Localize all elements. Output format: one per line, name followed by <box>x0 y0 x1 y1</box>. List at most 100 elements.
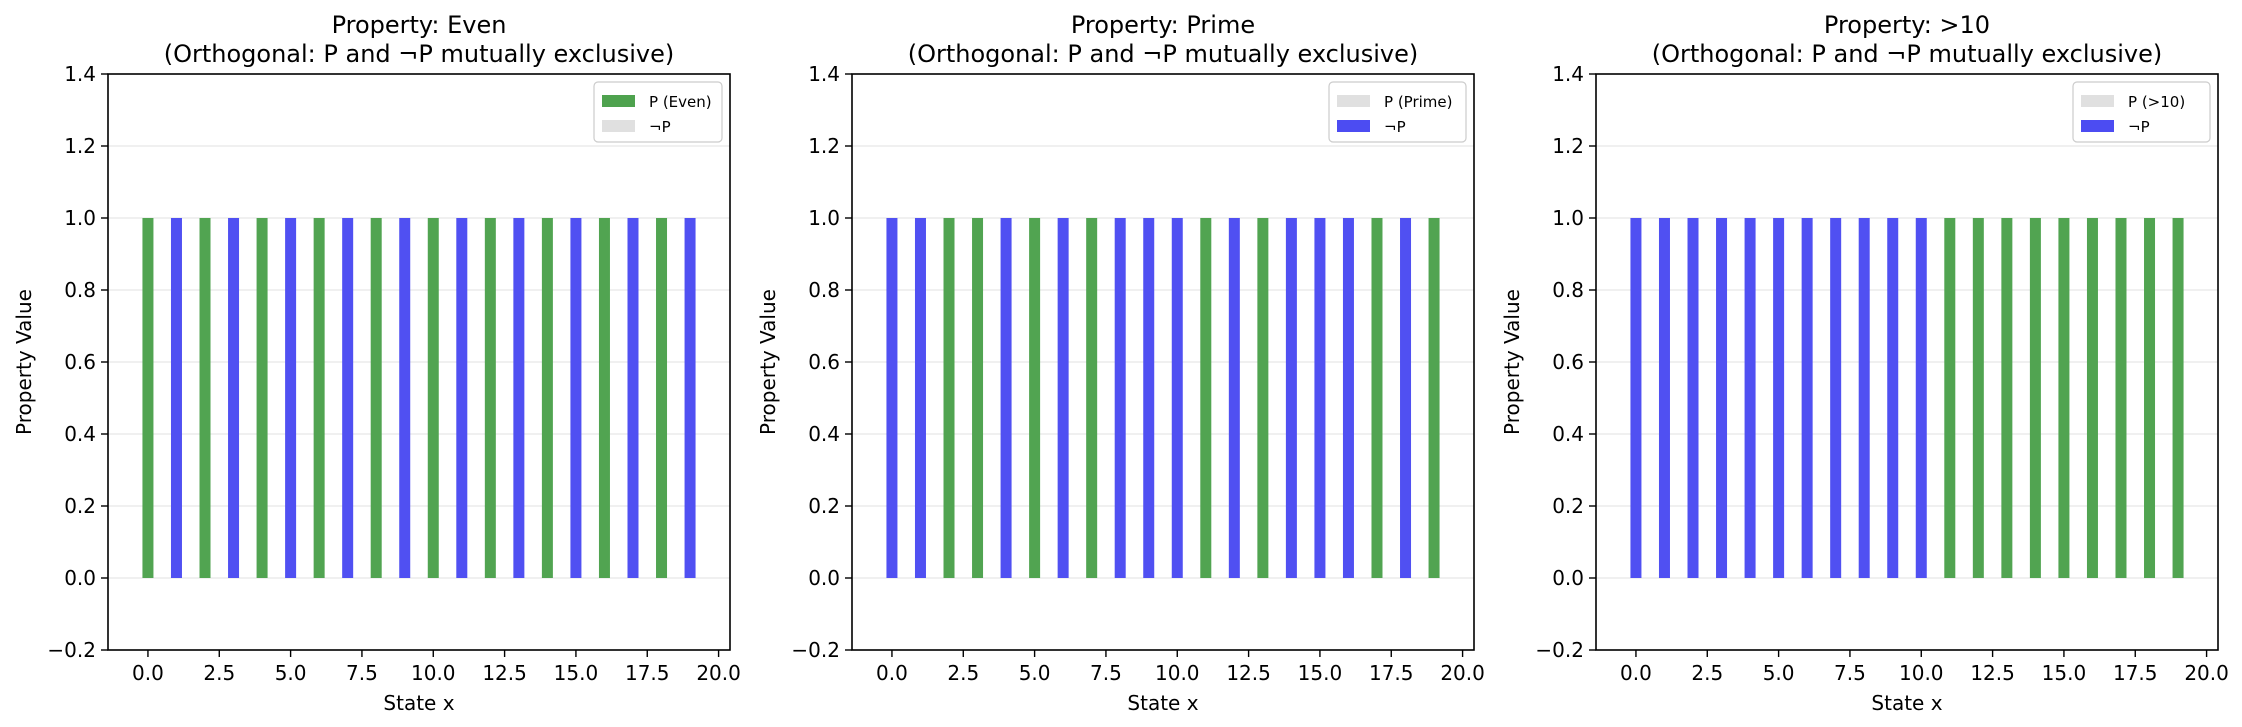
x-tick-label: 7.5 <box>346 661 378 685</box>
bar-p <box>1428 218 1440 578</box>
chart-subtitle: (Orthogonal: P and ¬P mutually exclusive… <box>908 40 1419 68</box>
bar-p <box>1944 218 1956 578</box>
bar-not-p <box>1744 218 1756 578</box>
x-tick-label: 17.5 <box>1369 661 1414 685</box>
y-tick-label: −0.2 <box>1535 638 1584 662</box>
y-axis-label: Property Value <box>12 289 36 435</box>
legend-label: ¬P <box>2128 118 2150 136</box>
legend-label: P (Prime) <box>1384 93 1452 111</box>
bar-p <box>427 218 439 578</box>
y-tick-label: 1.0 <box>64 206 96 230</box>
y-tick-label: 0.4 <box>1552 422 1584 446</box>
bar-not-p <box>1228 218 1240 578</box>
legend-label: ¬P <box>649 118 671 136</box>
bar-not-p <box>627 218 639 578</box>
bar-not-p <box>1687 218 1699 578</box>
bar-p <box>2115 218 2127 578</box>
bar-not-p <box>1716 218 1728 578</box>
legend: P (Even) ¬P <box>593 81 723 143</box>
bar-p <box>2086 218 2098 578</box>
bar-p <box>1086 218 1098 578</box>
bar-not-p <box>1801 218 1813 578</box>
bar-p <box>256 218 268 578</box>
bar-p <box>2029 218 2041 578</box>
bar-not-p <box>914 218 926 578</box>
x-tick-label: 5.0 <box>1763 661 1795 685</box>
bar-not-p <box>1114 218 1126 578</box>
legend-swatch <box>2081 120 2114 132</box>
bar-not-p <box>886 218 898 578</box>
bar-not-p <box>1658 218 1670 578</box>
y-tick-label: 1.4 <box>808 62 840 86</box>
x-tick-label: 20.0 <box>2184 661 2229 685</box>
x-tick-label: 10.0 <box>1899 661 1944 685</box>
y-tick-label: 1.2 <box>808 134 840 158</box>
bar-not-p <box>1314 218 1326 578</box>
y-tick-label: 0.0 <box>64 566 96 590</box>
x-tick-label: 0.0 <box>876 661 908 685</box>
y-tick-label: 0.2 <box>64 494 96 518</box>
bar-p <box>313 218 325 578</box>
y-tick-label: 0.6 <box>64 350 96 374</box>
bar-p <box>370 218 382 578</box>
chart-title: Property: >10 <box>1824 11 1990 39</box>
y-tick-label: 1.2 <box>1552 134 1584 158</box>
x-tick-label: 10.0 <box>411 661 456 685</box>
bar-p <box>541 218 553 578</box>
y-tick-label: 0.0 <box>808 566 840 590</box>
bar-p <box>1257 218 1269 578</box>
bar-p <box>199 218 211 578</box>
x-tick-label: 17.5 <box>2113 661 2158 685</box>
y-tick-label: 0.8 <box>64 278 96 302</box>
legend: P (>10) ¬P <box>2072 81 2211 143</box>
bar-not-p <box>1342 218 1354 578</box>
chart-panel-2: −0.2 0.0 0.2 0.4 0.6 0.8 1.0 1.2 1.4 0.0 2.5 5.0 7.5… <box>756 11 1485 715</box>
y-tick-label: 0.0 <box>1552 566 1584 590</box>
bar-p <box>598 218 610 578</box>
bar-not-p <box>570 218 582 578</box>
x-tick-label: 17.5 <box>625 661 670 685</box>
chart-subtitle: (Orthogonal: P and ¬P mutually exclusive… <box>1652 40 2163 68</box>
legend-label: P (>10) <box>2128 93 2185 111</box>
x-tick-label: 5.0 <box>275 661 307 685</box>
bar-p <box>2001 218 2013 578</box>
x-tick-label: 15.0 <box>2042 661 2087 685</box>
bar-not-p <box>1858 218 1870 578</box>
y-tick-label: −0.2 <box>791 638 840 662</box>
bar-not-p <box>456 218 468 578</box>
x-tick-label: 0.0 <box>132 661 164 685</box>
bar-p <box>972 218 984 578</box>
bar-p <box>943 218 955 578</box>
x-tick-label: 7.5 <box>1834 661 1866 685</box>
x-tick-label: 12.5 <box>1970 661 2015 685</box>
x-tick-label: 10.0 <box>1155 661 1200 685</box>
x-axis-label: State x <box>383 691 454 715</box>
x-tick-label: 2.5 <box>203 661 235 685</box>
x-axis-label: State x <box>1127 691 1198 715</box>
y-tick-label: 0.4 <box>808 422 840 446</box>
bar-not-p <box>1400 218 1412 578</box>
y-tick-label: 1.2 <box>64 134 96 158</box>
legend-swatch <box>1337 95 1370 107</box>
bar-not-p <box>1000 218 1012 578</box>
y-tick-label: 0.2 <box>1552 494 1584 518</box>
x-tick-label: 15.0 <box>554 661 599 685</box>
y-tick-label: 0.6 <box>808 350 840 374</box>
y-tick-label: −0.2 <box>47 638 96 662</box>
y-tick-label: 1.4 <box>1552 62 1584 86</box>
legend-swatch <box>2081 95 2114 107</box>
x-tick-label: 2.5 <box>947 661 979 685</box>
chart-title: Property: Prime <box>1071 11 1255 39</box>
chart-panel-3: −0.2 0.0 0.2 0.4 0.6 0.8 1.0 1.2 1.4 0.0 2.5 5.0 7.5… <box>1500 11 2229 715</box>
bar-p <box>1029 218 1041 578</box>
chart-subtitle: (Orthogonal: P and ¬P mutually exclusive… <box>164 40 675 68</box>
legend-label: ¬P <box>1384 118 1406 136</box>
bar-not-p <box>285 218 297 578</box>
y-tick-label: 1.0 <box>1552 206 1584 230</box>
bar-p <box>1371 218 1383 578</box>
bar-not-p <box>228 218 240 578</box>
x-tick-label: 12.5 <box>1226 661 1271 685</box>
x-tick-label: 15.0 <box>1298 661 1343 685</box>
bar-p <box>2144 218 2156 578</box>
